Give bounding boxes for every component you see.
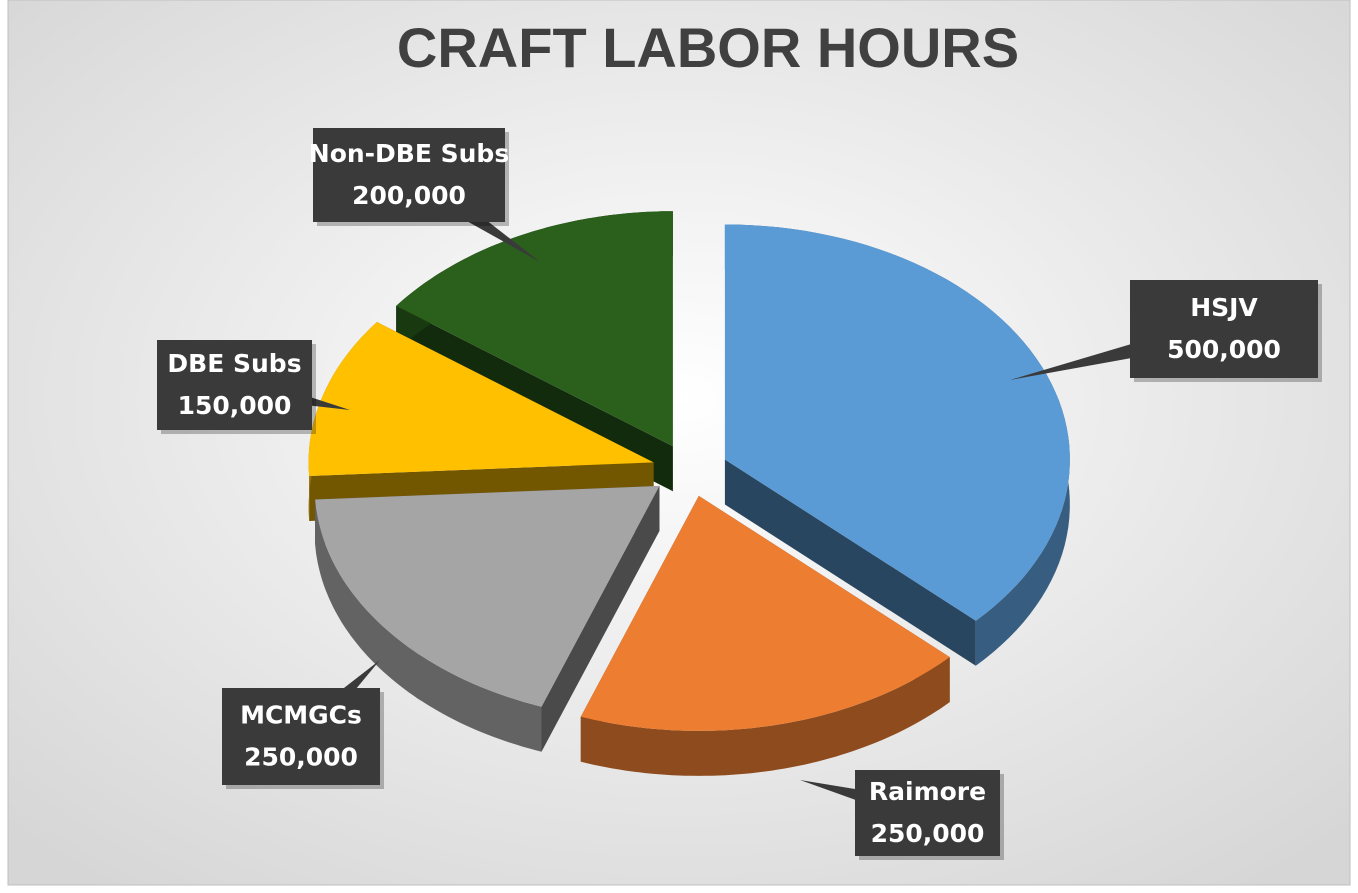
slice-side [580,657,950,776]
data-label-value: 250,000 [871,819,985,848]
data-label-name: Non-DBE Subs [309,139,509,168]
data-label-name: Raimore [869,777,986,806]
slice-side [315,499,542,752]
data-label-box [313,128,505,222]
data-label-box [1130,280,1318,378]
chart-title: CRAFT LABOR HOURS [397,16,1019,79]
slice [308,322,654,521]
data-label-value: 200,000 [352,181,466,210]
data-label-name: HSJV [1190,293,1258,322]
slice-side [724,459,976,666]
slice-top [396,211,673,447]
data-label-box [855,770,1000,856]
data-label-value: 150,000 [178,391,292,420]
slice [724,224,1070,666]
data-label-value: 500,000 [1167,335,1281,364]
data-label-box [157,340,312,430]
slice-top [580,495,950,731]
slice-top [724,224,1070,621]
data-label-value: 250,000 [244,743,358,772]
slice-side [541,485,660,752]
data-label-name: MCMGCs [240,701,362,730]
slice [315,485,660,752]
slice [580,495,950,776]
data-label-box [222,688,380,785]
data-label-name: DBE Subs [167,349,301,378]
slice-top [315,485,660,707]
slice-top [308,322,654,476]
